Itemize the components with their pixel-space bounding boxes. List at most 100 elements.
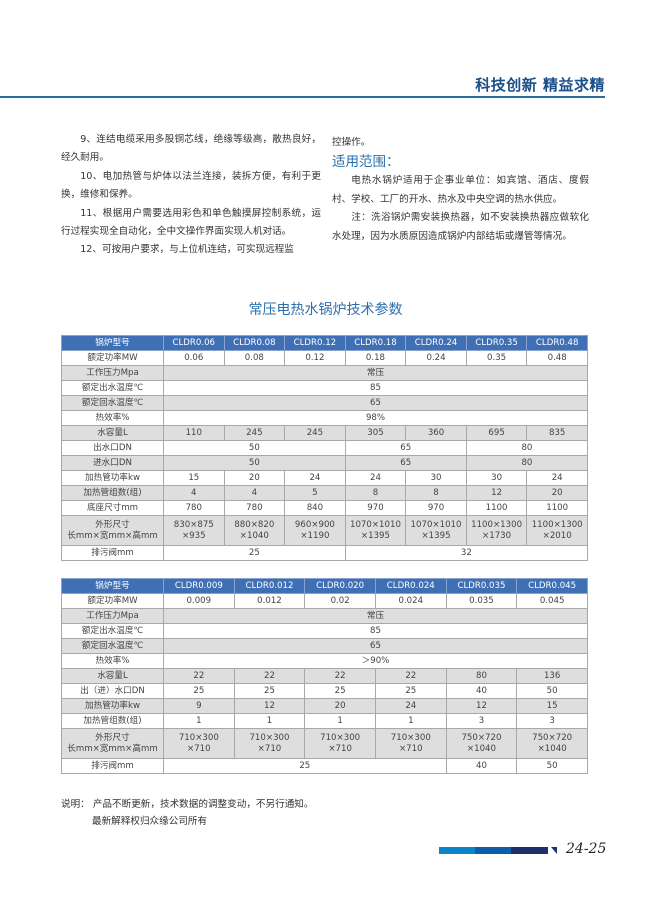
table-cell: 1070×1010 ×1395 (405, 515, 467, 546)
column-header: CLDR0.035 (445, 578, 518, 594)
table-cell: 1 (233, 713, 306, 729)
row-label: 锅炉型号 (61, 335, 164, 351)
table-cell: 32 (344, 545, 589, 561)
table-cell: 750×720 ×1040 (445, 728, 518, 759)
right-text-column: 控操作。 适用范围： 电热水锅炉适用于企事业单位：如宾馆、酒店、度假村、学校、工… (332, 134, 589, 246)
table-cell: 0.024 (374, 593, 447, 609)
table-cell: 710×300 ×710 (233, 728, 306, 759)
footer-bar-segment (511, 847, 548, 854)
table-cell: 0.02 (304, 593, 376, 609)
table-header-row: 锅炉型号 CLDR0.06 CLDR0.08 CLDR0.12 CLDR0.18 CLDR… (61, 335, 588, 351)
table-cell: 0.009 (163, 593, 235, 609)
table-cell: 1100 (526, 500, 588, 516)
table-cell: ＞90% (163, 653, 588, 669)
table-cell: 780 (223, 500, 286, 516)
row-label: 排污阀mm (61, 545, 164, 561)
table-cell: 65 (163, 395, 588, 411)
row-label: 额定回水温度℃ (61, 395, 164, 411)
table-cell: 24 (374, 698, 447, 714)
triangle-icon (551, 847, 557, 854)
row-label: 加热管组数(组) (61, 713, 164, 729)
table-cell: 80 (445, 668, 518, 684)
table-cell: 50 (516, 758, 588, 774)
row-label: 加热管组数(组) (61, 485, 164, 501)
row-label: 热效率% (61, 410, 164, 426)
table-header-row: 锅炉型号 CLDR0.009 CLDR0.012 CLDR0.020 CLDR0.024… (61, 578, 588, 594)
column-header: CLDR0.48 (526, 335, 588, 351)
row-label: 工作压力Mpa (61, 365, 164, 381)
column-header: CLDR0.18 (344, 335, 407, 351)
page-number: 24-25 (566, 841, 607, 857)
table-row: 额定出水温度℃ 85 (61, 623, 588, 639)
table-row: 热效率% ＞90% (61, 653, 588, 669)
table-cell: 50 (163, 440, 346, 456)
table-cell: 0.06 (163, 350, 225, 366)
table-cell: 136 (516, 668, 588, 684)
table-cell: 25 (374, 683, 447, 699)
table-cell: 25 (163, 545, 346, 561)
row-label: 额定回水温度℃ (61, 638, 164, 654)
table-row: 额定出水温度℃ 85 (61, 380, 588, 396)
table-cell: 24 (284, 470, 346, 486)
table-row: 进水口DN 50 65 80 (61, 455, 589, 471)
table-cell: 880×820 ×1040 (223, 515, 286, 546)
paragraph: 电热水锅炉适用于企事业单位：如宾馆、酒店、度假村、学校、工厂的开水、热水及中央空… (332, 175, 589, 205)
column-header: CLDR0.08 (223, 335, 286, 351)
spec-table-1: 锅炉型号 CLDR0.06 CLDR0.08 CLDR0.12 CLDR0.18 CLDR… (61, 335, 589, 561)
table-cell: 0.35 (465, 350, 528, 366)
column-header: CLDR0.35 (465, 335, 528, 351)
table-cell: 4 (223, 485, 286, 501)
paragraph-continuation: 控操作。 (332, 137, 371, 148)
table-cell: 710×300 ×710 (304, 728, 376, 759)
table-cell: 245 (284, 425, 346, 441)
table-cell: 80 (465, 455, 589, 471)
table-cell: 0.12 (284, 350, 346, 366)
table-cell: 5 (284, 485, 346, 501)
table-cell: 15 (163, 470, 225, 486)
table-cell: 50 (163, 455, 346, 471)
table-cell: 9 (163, 698, 235, 714)
table-row: 额定回水温度℃ 65 (61, 638, 588, 654)
row-label: 水容量L (61, 668, 164, 684)
table-cell: 22 (374, 668, 447, 684)
row-label: 出水口DN (61, 440, 164, 456)
table-cell: 0.012 (233, 593, 306, 609)
column-header: CLDR0.12 (284, 335, 346, 351)
table-row: 水容量L 22 22 22 22 80 136 (61, 668, 588, 684)
table-cell: 40 (445, 683, 518, 699)
table-cell: 30 (465, 470, 528, 486)
paragraph: 10、电加热管与炉体以法兰连接，装拆方便，有利于更换，维修和保养。 (61, 170, 321, 201)
table-cell: 25 (163, 758, 447, 774)
table-cell: 970 (405, 500, 467, 516)
table-cell: 25 (163, 683, 235, 699)
footer-bar-segment (475, 847, 511, 854)
column-header: CLDR0.06 (163, 335, 225, 351)
table-cell: 1100 (465, 500, 528, 516)
table-cell: 840 (284, 500, 346, 516)
paragraph: 12、可按用户要求，与上位机连结，可实现远程监 (80, 244, 294, 256)
row-label: 水容量L (61, 425, 164, 441)
column-header: CLDR0.024 (374, 578, 447, 594)
table-cell: 22 (233, 668, 306, 684)
table-row: 水容量L 110 245 245 305 360 695 835 (61, 425, 588, 441)
table-row: 外形尺寸 长mm×宽mm×高mm 710×300 ×710 710×300 ×710 710… (61, 728, 588, 759)
table-cell: 常压 (163, 365, 588, 381)
table-cell: 710×300 ×710 (163, 728, 235, 759)
table-cell: 780 (163, 500, 225, 516)
row-label: 加热管功率kw (61, 698, 164, 714)
row-label: 工作压力Mpa (61, 608, 164, 624)
table-cell: 0.045 (516, 593, 588, 609)
table-cell: 50 (516, 683, 588, 699)
footnote: 说明： 产品不断更新，技术数据的调整变动，不另行通知。 最新解释权归众缘公司所有 (61, 796, 314, 830)
row-label: 底座尺寸mm (61, 500, 164, 516)
table-cell: 65 (344, 455, 467, 471)
table-cell: 22 (304, 668, 376, 684)
table-cell: 98% (163, 410, 588, 426)
table-cell: 970 (344, 500, 407, 516)
table-row: 出水口DN 50 65 80 (61, 440, 589, 456)
table-row: 加热管功率kw 9 12 20 24 12 15 (61, 698, 588, 714)
table-cell: 12 (445, 698, 518, 714)
footnote-line: 说明： 产品不断更新，技术数据的调整变动，不另行通知。 (61, 799, 314, 810)
row-label: 外形尺寸 长mm×宽mm×高mm (61, 515, 164, 546)
table-cell: 0.24 (405, 350, 467, 366)
